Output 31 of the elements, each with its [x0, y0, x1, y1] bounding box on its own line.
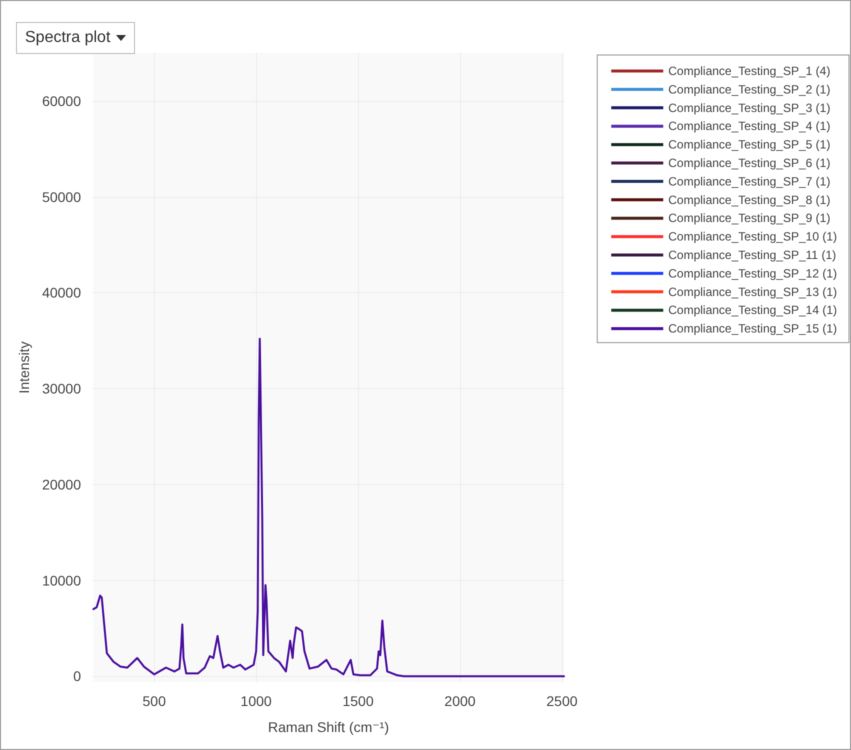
x-axis-title: Raman Shift (cm⁻¹)	[268, 719, 389, 735]
legend-label: Compliance_Testing_SP_3 (1)	[668, 100, 830, 115]
legend-label: Compliance_Testing_SP_7 (1)	[668, 174, 830, 188]
y-tick-label: 10000	[42, 572, 82, 588]
legend-label: Compliance_Testing_SP_4 (1)	[668, 119, 830, 134]
x-tick-label: 1500	[342, 693, 374, 709]
legend-label: Compliance_Testing_SP_5 (1)	[668, 138, 830, 152]
y-tick-label: 30000	[42, 380, 82, 397]
x-tick-label: 1000	[240, 693, 272, 709]
legend-label: Compliance_Testing_SP_11 (1)	[668, 248, 836, 262]
legend-label: Compliance_Testing_SP_1 (4)	[668, 64, 830, 78]
x-tick-label: 2000	[444, 693, 476, 709]
chart-title: Spectra plot	[25, 29, 110, 47]
legend-label: Compliance_Testing_SP_12 (1)	[668, 266, 838, 280]
legend-label: Compliance_Testing_SP_10 (1)	[668, 230, 838, 244]
y-tick-label: 20000	[42, 476, 82, 492]
legend-label: Compliance_Testing_SP_14 (1)	[668, 303, 838, 318]
legend-label: Compliance_Testing_SP_6 (1)	[668, 156, 830, 170]
line-series	[92, 338, 565, 678]
legend-label: Compliance_Testing_SP_8 (1)	[668, 192, 830, 207]
y-axis-title: Intensity	[16, 341, 32, 394]
y-tick-label: 50000	[42, 188, 82, 205]
y-tick-label: 0	[73, 668, 82, 684]
y-tick-label: 60000	[42, 92, 82, 109]
x-tick-label: 2500	[546, 693, 578, 709]
legend-label: Compliance_Testing_SP_13 (1)	[668, 284, 838, 299]
x-tick-label: 500	[142, 693, 166, 709]
legend-label: Compliance_Testing_SP_2 (1)	[668, 82, 830, 96]
y-tick-label: 40000	[42, 284, 82, 301]
legend-label: Compliance_Testing_SP_15 (1)	[668, 322, 838, 336]
legend-label: Compliance_Testing_SP_9 (1)	[668, 211, 830, 226]
